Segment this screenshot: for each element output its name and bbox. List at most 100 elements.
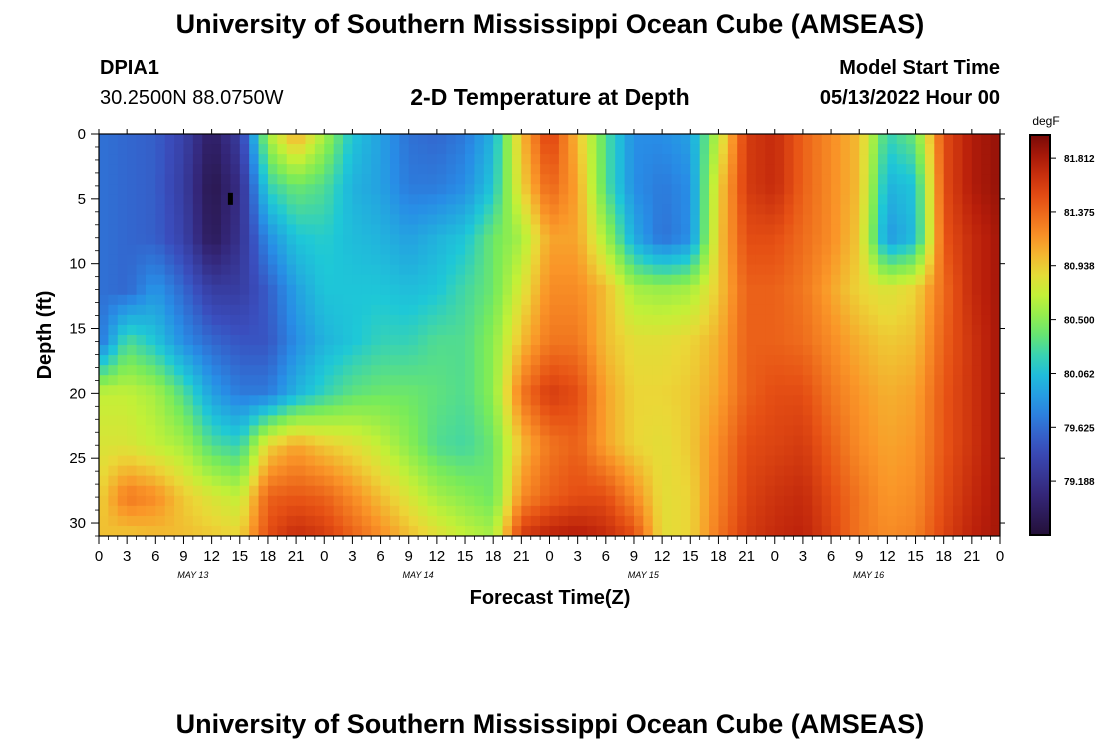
heatmap-cell bbox=[755, 284, 766, 296]
heatmap-cell bbox=[774, 465, 785, 477]
heatmap-cell bbox=[915, 134, 926, 145]
heatmap-cell bbox=[446, 345, 457, 356]
heatmap-cell bbox=[540, 314, 551, 326]
heatmap-cell bbox=[174, 304, 185, 316]
heatmap-cell bbox=[906, 365, 917, 376]
heatmap-cell bbox=[389, 324, 400, 336]
heatmap-cell bbox=[436, 214, 447, 226]
heatmap-cell bbox=[530, 365, 541, 376]
heatmap-cell bbox=[174, 254, 185, 266]
heatmap-cell bbox=[624, 314, 635, 326]
heatmap-cell bbox=[314, 475, 325, 487]
heatmap-cell bbox=[831, 144, 842, 155]
heatmap-cell bbox=[784, 314, 795, 326]
heatmap-cell bbox=[483, 355, 494, 366]
heatmap-cell bbox=[446, 455, 457, 467]
heatmap-cell bbox=[577, 184, 588, 195]
heatmap-cell bbox=[793, 244, 804, 256]
heatmap-cell bbox=[418, 304, 429, 316]
heatmap-cell bbox=[108, 294, 119, 306]
heatmap-cell bbox=[596, 214, 607, 226]
heatmap-cell bbox=[953, 435, 964, 447]
heatmap-cell bbox=[136, 365, 147, 376]
heatmap-cell bbox=[352, 425, 363, 437]
heatmap-cell bbox=[802, 335, 813, 346]
heatmap-cell bbox=[765, 174, 776, 185]
heatmap-cell bbox=[483, 234, 494, 246]
heatmap-cell bbox=[371, 355, 382, 366]
heatmap-cell bbox=[540, 365, 551, 376]
heatmap-cell bbox=[962, 475, 973, 487]
heatmap-cell bbox=[558, 174, 569, 185]
heatmap-cell bbox=[127, 485, 138, 497]
heatmap-cell bbox=[230, 415, 241, 427]
heatmap-cell bbox=[821, 475, 832, 487]
heatmap-cell bbox=[371, 184, 382, 195]
heatmap-cell bbox=[530, 284, 541, 296]
heatmap-cell bbox=[953, 475, 964, 487]
heatmap-cell bbox=[418, 144, 429, 155]
heatmap-cell bbox=[343, 375, 354, 386]
heatmap-cell bbox=[906, 335, 917, 346]
heatmap-cell bbox=[643, 144, 654, 155]
heatmap-cell bbox=[418, 184, 429, 195]
heatmap-cell bbox=[540, 144, 551, 155]
heatmap-cell bbox=[605, 385, 616, 396]
heatmap-cell bbox=[624, 465, 635, 477]
heatmap-cell bbox=[324, 485, 335, 497]
heatmap-cell bbox=[558, 415, 569, 427]
heatmap-cell bbox=[174, 264, 185, 276]
heatmap-cell bbox=[953, 335, 964, 346]
heatmap-cell bbox=[615, 455, 626, 467]
heatmap-cell bbox=[530, 355, 541, 366]
heatmap-cell bbox=[314, 425, 325, 437]
heatmap-cell bbox=[530, 335, 541, 346]
heatmap-cell bbox=[802, 405, 813, 416]
heatmap-cell bbox=[117, 134, 128, 145]
heatmap-cell bbox=[127, 395, 138, 406]
heatmap-cell bbox=[849, 274, 860, 286]
heatmap-cell bbox=[352, 375, 363, 386]
heatmap-cell bbox=[877, 395, 888, 406]
heatmap-cell bbox=[192, 485, 203, 497]
heatmap-cell bbox=[314, 415, 325, 427]
heatmap-cell bbox=[596, 405, 607, 416]
heatmap-cell bbox=[934, 314, 945, 326]
heatmap-cell bbox=[652, 465, 663, 477]
heatmap-cell bbox=[896, 355, 907, 366]
heatmap-cell bbox=[399, 435, 410, 447]
heatmap-cell bbox=[474, 435, 485, 447]
heatmap-cell bbox=[418, 194, 429, 205]
heatmap-cell bbox=[615, 134, 626, 145]
heatmap-cell bbox=[746, 395, 757, 406]
heatmap-cell bbox=[465, 365, 476, 376]
heatmap-cell bbox=[371, 435, 382, 447]
heatmap-cell bbox=[127, 244, 138, 256]
heatmap-cell bbox=[296, 335, 307, 346]
heatmap-cell bbox=[436, 304, 447, 316]
heatmap-cell bbox=[474, 314, 485, 326]
heatmap-cell bbox=[371, 365, 382, 376]
heatmap-cell bbox=[343, 134, 354, 145]
heatmap-cell bbox=[324, 465, 335, 477]
heatmap-cell bbox=[502, 314, 513, 326]
heatmap-cell bbox=[943, 294, 954, 306]
y-tick-label: 20 bbox=[69, 385, 86, 402]
heatmap-cell bbox=[981, 495, 992, 507]
heatmap-cell bbox=[558, 395, 569, 406]
heatmap-cell bbox=[127, 184, 138, 195]
heatmap-cell bbox=[521, 184, 532, 195]
heatmap-cell bbox=[765, 385, 776, 396]
heatmap-cell bbox=[540, 445, 551, 457]
heatmap-cell bbox=[877, 184, 888, 195]
heatmap-cell bbox=[305, 375, 316, 386]
heatmap-cell bbox=[737, 324, 748, 336]
heatmap-cell bbox=[849, 505, 860, 517]
heatmap-cell bbox=[389, 525, 400, 536]
heatmap-cell bbox=[474, 164, 485, 175]
heatmap-cell bbox=[540, 274, 551, 286]
heatmap-cell bbox=[145, 264, 156, 276]
heatmap-cell bbox=[436, 254, 447, 266]
heatmap-cell bbox=[718, 194, 729, 205]
heatmap-cell bbox=[258, 214, 269, 226]
